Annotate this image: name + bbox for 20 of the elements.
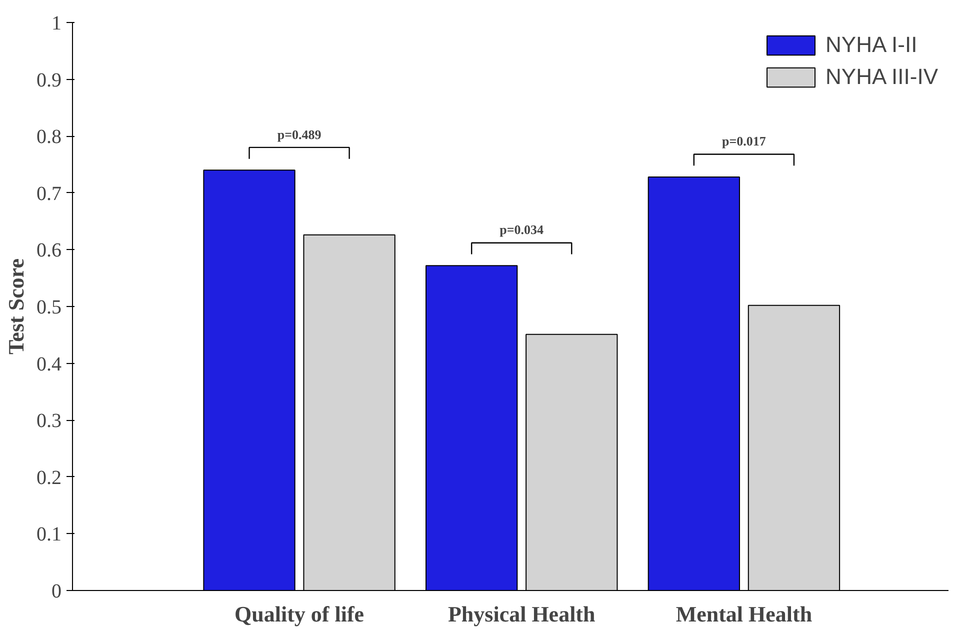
legend-label: NYHA III-IV bbox=[826, 64, 938, 90]
y-tick-label: 0 bbox=[52, 580, 62, 602]
y-tick-label: 0.6 bbox=[36, 240, 62, 262]
x-tick-label: Mental Health bbox=[676, 602, 812, 626]
x-tick-label: Physical Health bbox=[448, 602, 596, 626]
y-axis-title: Test Score bbox=[4, 258, 28, 354]
annotation: p=0.489 bbox=[277, 126, 322, 142]
y-tick-label: 0.5 bbox=[36, 296, 62, 318]
annotation: p=0.017 bbox=[722, 134, 766, 149]
legend-label: NYHA I-II bbox=[826, 32, 918, 58]
y-tick-label: 0.1 bbox=[36, 524, 62, 546]
y-tick-label: 0.3 bbox=[36, 410, 62, 432]
y-tick-label: 0.2 bbox=[36, 466, 62, 489]
y-tick-label: 0.7 bbox=[36, 182, 62, 205]
annotation: p=0.034 bbox=[500, 222, 544, 238]
y-tick-label: 0.9 bbox=[36, 69, 62, 92]
y-tick-label: 0.4 bbox=[36, 353, 62, 376]
x-tick-label: Quality of life bbox=[234, 602, 364, 626]
y-tick-label: 0.8 bbox=[36, 126, 62, 148]
y-tick-label: 1 bbox=[52, 12, 62, 34]
